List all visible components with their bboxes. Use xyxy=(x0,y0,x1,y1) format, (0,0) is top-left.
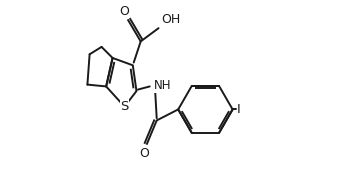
Text: OH: OH xyxy=(161,13,181,26)
Text: NH: NH xyxy=(154,79,171,92)
Text: S: S xyxy=(120,100,129,113)
Text: O: O xyxy=(139,146,149,160)
Text: O: O xyxy=(119,5,129,17)
Text: I: I xyxy=(237,103,240,116)
